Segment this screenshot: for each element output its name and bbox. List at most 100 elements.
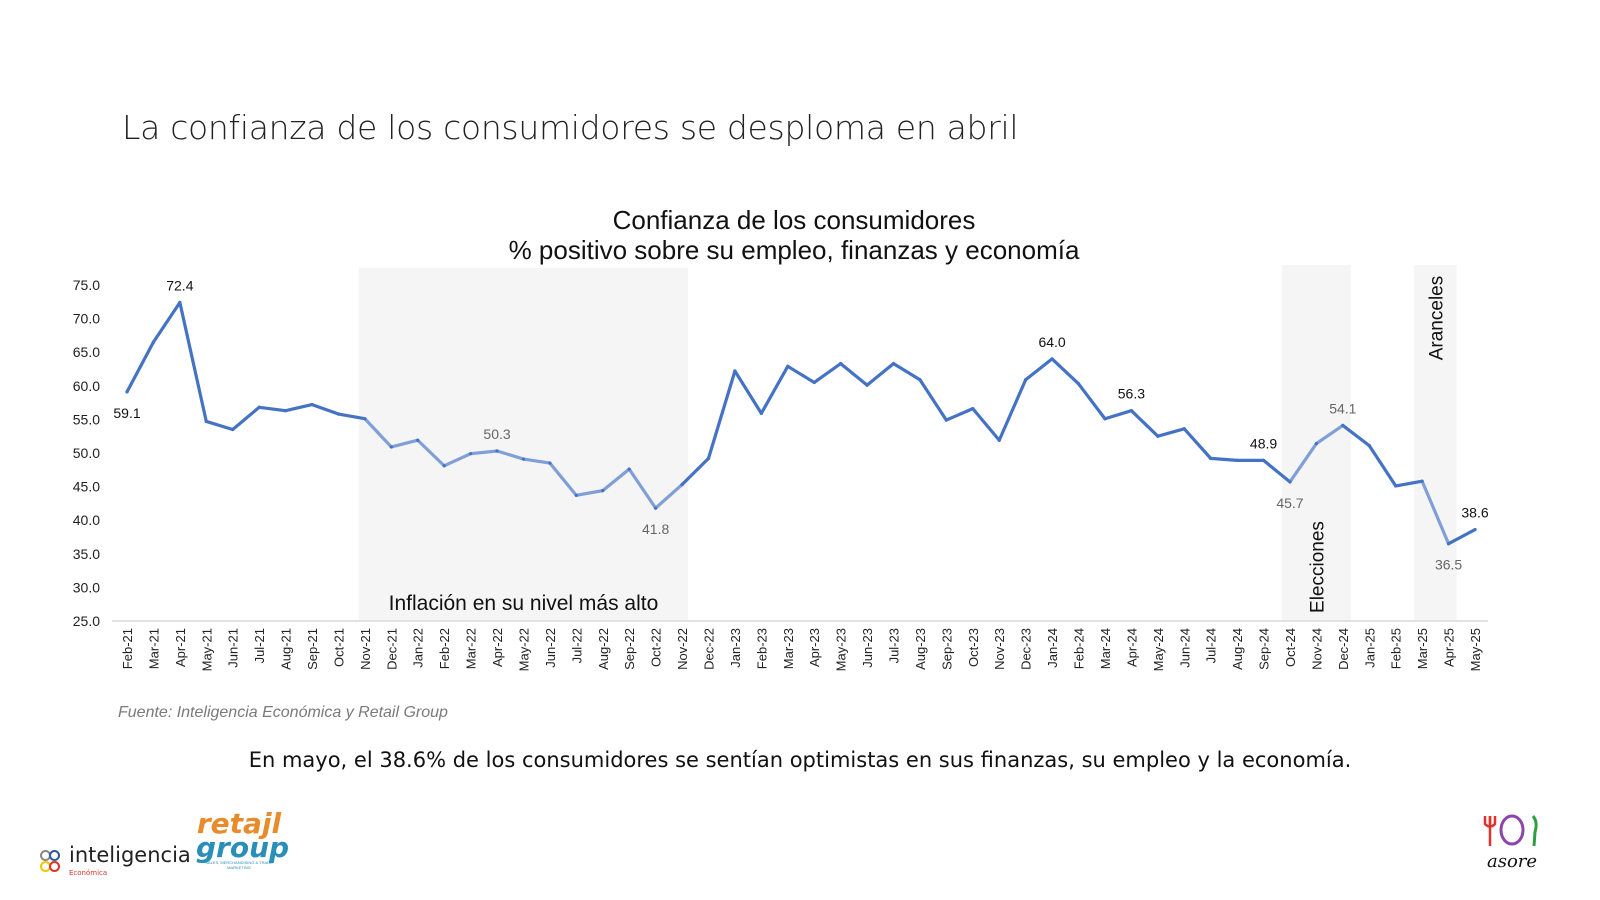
data-label: 41.8 [642,521,669,537]
series-segment [151,300,182,344]
series-segment [839,362,869,387]
data-point [469,452,473,456]
x-tick-label: Mar-24 [1098,628,1113,669]
data-point [442,464,446,468]
data-label: 36.5 [1435,557,1462,573]
data-point [1314,441,1319,446]
x-tick-label: Sep-22 [622,628,637,670]
series-segment [627,467,658,510]
x-tick-label: Aug-24 [1230,628,1245,670]
series-segment [1024,357,1054,382]
x-tick-label: Mar-22 [464,628,479,669]
y-tick-label: 55.0 [73,411,100,427]
x-tick-label: Aug-21 [279,628,294,670]
shaded-period-label: Aranceles [1426,276,1447,361]
retail-group-logo: retajl group SALES, MERCHANDISING & TRAD… [196,807,289,871]
data-point [548,461,552,465]
x-tick-label: Jan-22 [411,628,426,668]
data-point [1420,479,1424,483]
series-segment [891,362,922,382]
data-label: 56.3 [1118,386,1145,402]
chart-title: Confianza de los consumidores [612,205,976,235]
series-segment [257,405,288,413]
data-point [1473,528,1477,532]
series-segment [1182,427,1213,460]
series-segment [442,452,473,468]
data-label: 59.1 [113,405,140,421]
y-tick-label: 50.0 [73,445,100,461]
data-point [601,489,605,493]
series-segment [601,467,631,493]
x-tick-label: Mar-21 [146,628,161,669]
x-tick-label: Feb-21 [120,628,135,669]
series-segment [336,412,367,421]
series-segment [1050,357,1081,386]
data-point [918,378,922,382]
data-point [865,383,869,387]
x-tick-label: Apr-23 [807,628,822,667]
series-segment [363,417,393,449]
inteligencia-logo-text: inteligencia [69,843,191,867]
x-tick-label: Nov-24 [1309,628,1324,670]
data-point [733,369,737,373]
shaded-period-label: Elecciones [1307,521,1328,613]
x-tick-label: Mar-25 [1415,628,1430,669]
series-segment [918,378,948,422]
data-point [944,418,948,422]
series-segment [1367,444,1398,488]
data-point [759,411,763,415]
series-segment [469,449,499,456]
x-tick-label: Jul-24 [1204,628,1219,663]
data-point [627,467,631,471]
data-point [1182,427,1186,431]
series-segment [574,489,605,497]
x-tick-label: Feb-24 [1072,628,1087,669]
x-tick-label: Jun-23 [860,628,875,668]
data-point [1235,458,1239,462]
x-tick-label: Aug-22 [596,628,611,670]
data-label: 50.3 [483,426,510,442]
data-point [654,506,658,510]
data-point [310,403,314,407]
series-segment [1314,423,1345,446]
x-tick-label: Oct-22 [649,628,664,667]
x-tick-label: Dec-23 [1019,628,1034,670]
series-segment [1261,458,1292,484]
x-tick-label: Jun-21 [226,628,241,668]
series-segment [865,362,896,387]
series-segment [654,482,684,510]
data-point [1367,444,1371,448]
y-tick-label: 25.0 [73,613,100,629]
x-tick-label: May-21 [199,628,214,671]
retail-group-logo-line1: retajl [196,807,282,840]
data-point [786,364,790,368]
retail-group-tagline: SALES, MERCHANDISING & TRADE MARKETING [205,860,273,870]
x-tick-label: Apr-21 [173,628,188,667]
y-tick-label: 75.0 [73,277,100,293]
x-tick-label: Mar-23 [781,628,796,669]
series-segment [1129,409,1160,438]
data-point [204,419,208,424]
data-point [1209,456,1213,460]
shaded-period [1414,265,1457,621]
x-tick-label: Sep-23 [939,628,954,670]
x-tick-label: Feb-25 [1389,628,1404,669]
x-tick-label: Sep-24 [1257,628,1272,670]
data-point [1394,484,1398,488]
x-tick-label: Oct-23 [966,628,981,667]
y-tick-label: 40.0 [73,512,100,528]
series-segment [680,456,711,487]
data-point [257,405,261,409]
x-tick-label: May-24 [1151,628,1166,671]
series-segment [231,405,261,432]
x-tick-label: May-22 [516,628,531,671]
asore-logo-text: asore [1486,851,1538,872]
source-note: Fuente: Inteligencia Económica y Retail … [118,704,448,721]
x-tick-label: Jul-21 [252,628,267,663]
x-tick-label: Jan-23 [728,628,743,668]
data-point [1103,417,1107,421]
data-point [1261,458,1266,462]
x-tick-label: Oct-24 [1283,628,1298,667]
data-point [1024,378,1028,382]
series-segment [548,461,578,497]
